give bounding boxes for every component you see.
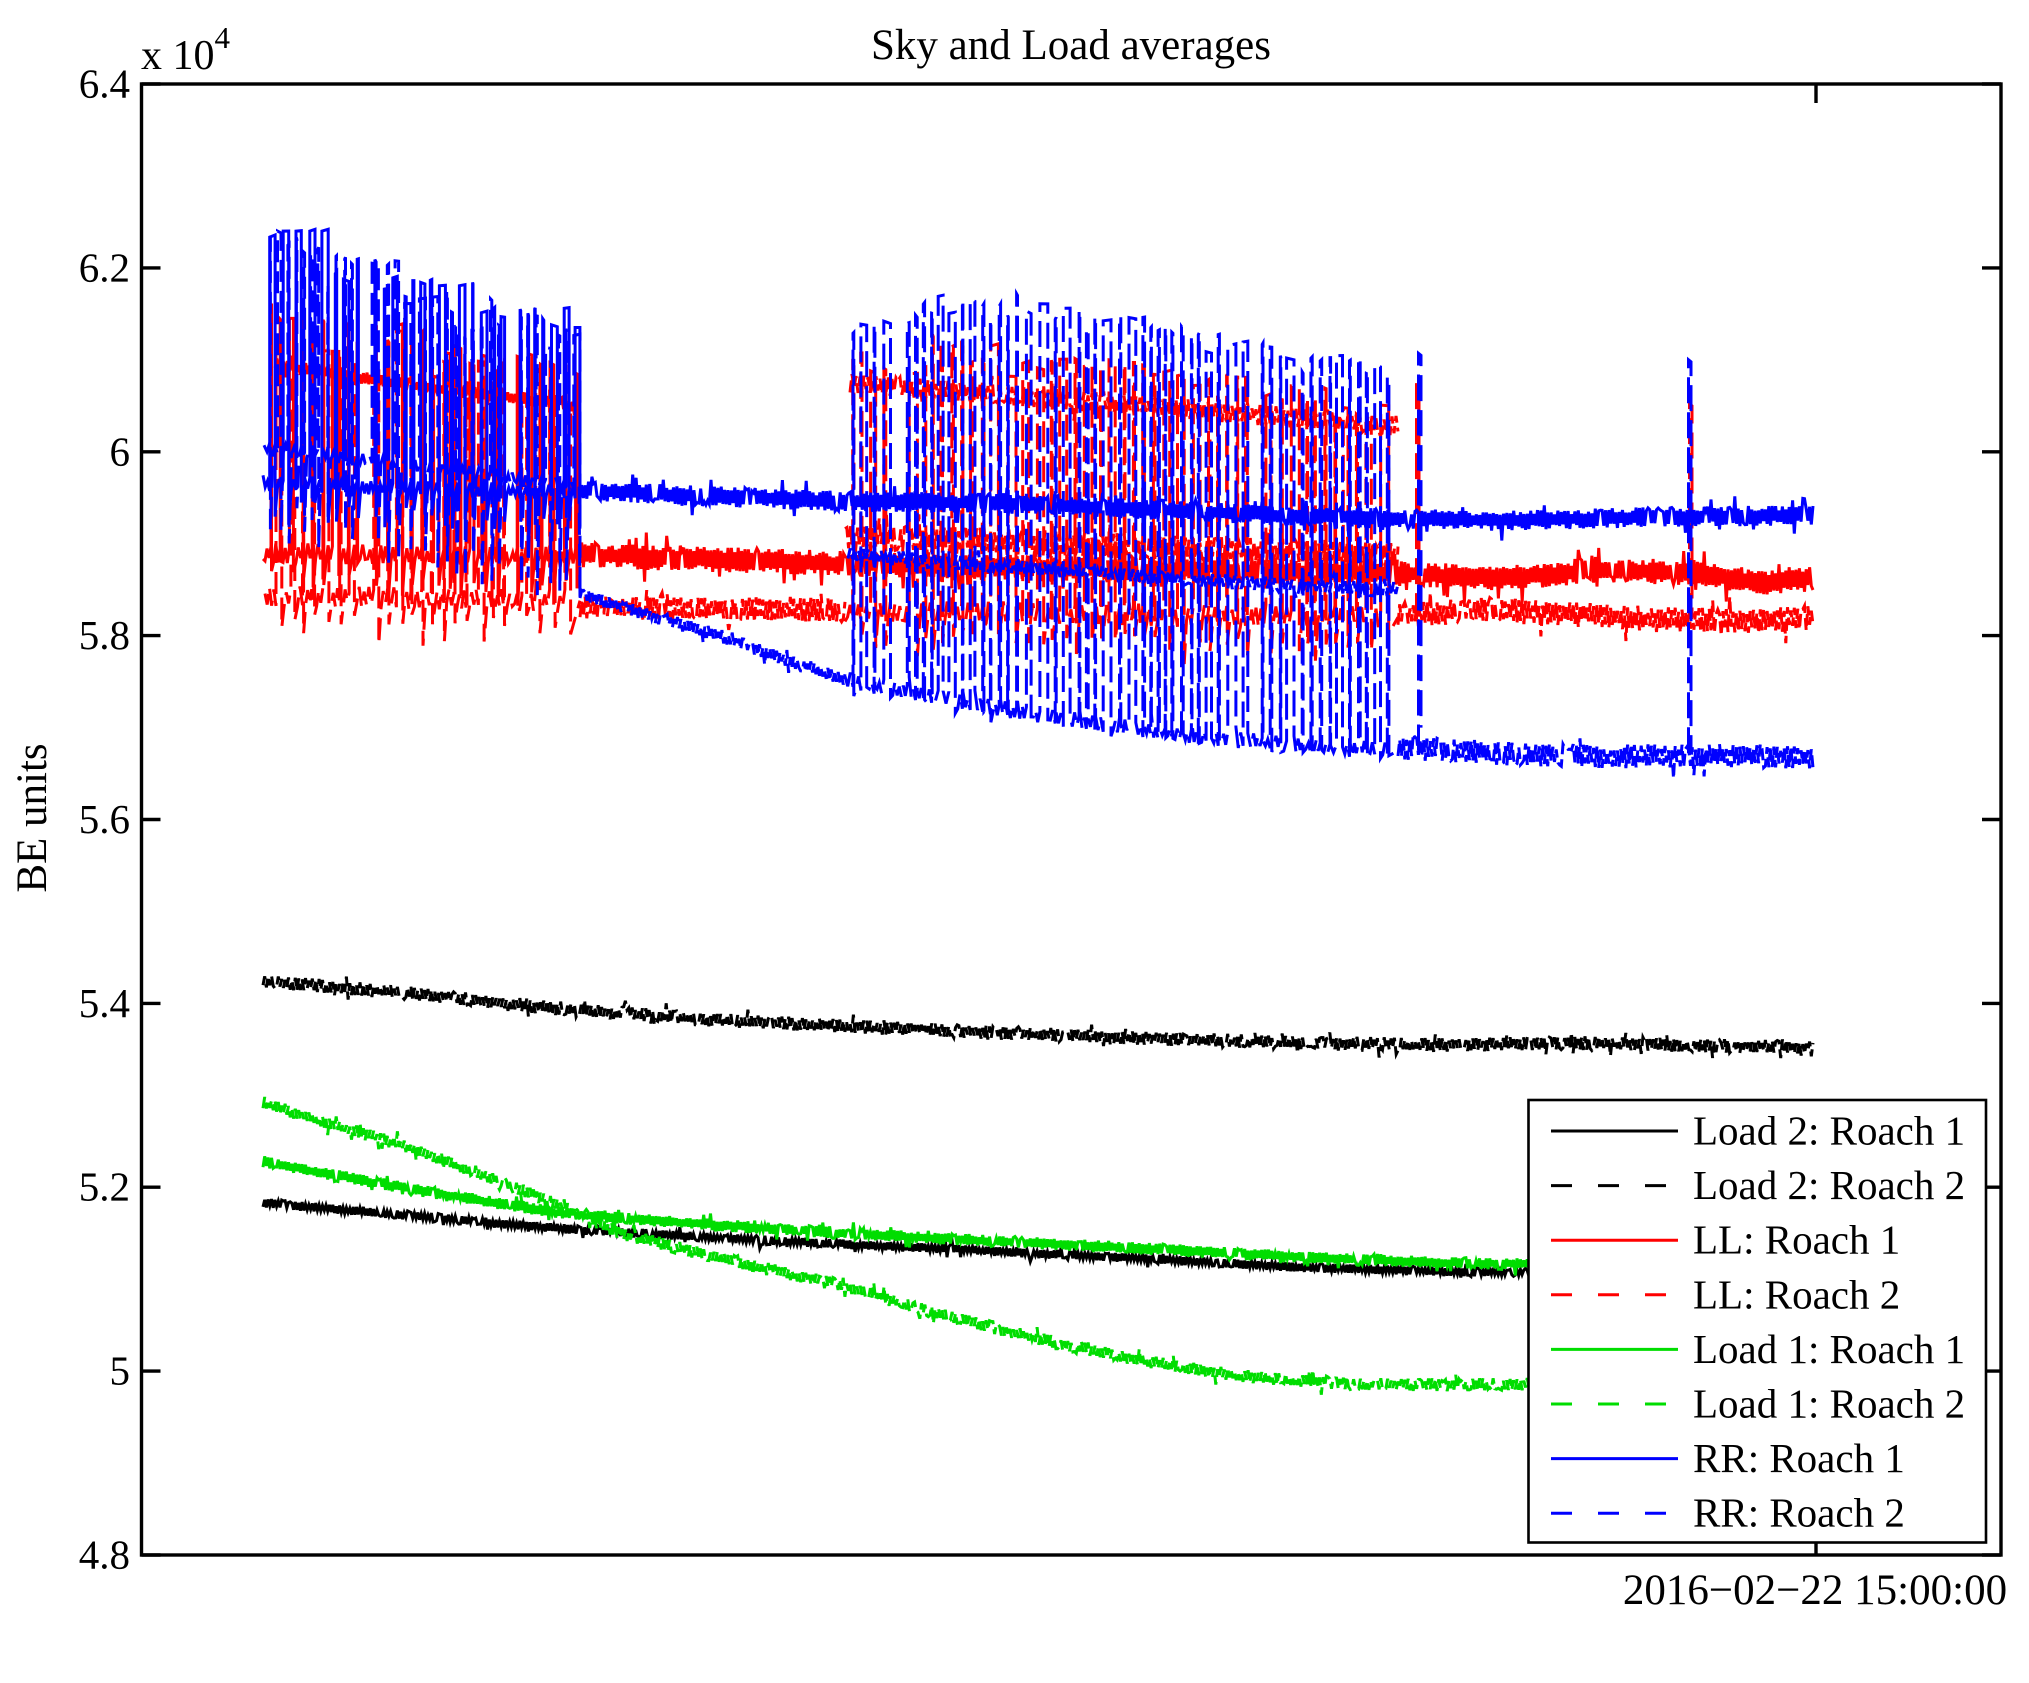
svg-text:5.8: 5.8 <box>79 612 130 658</box>
svg-text:LL: Roach 2: LL: Roach 2 <box>1693 1271 1900 1317</box>
svg-text:Load 1: Roach 2: Load 1: Roach 2 <box>1693 1381 1965 1427</box>
svg-text:6.2: 6.2 <box>79 244 130 290</box>
svg-text:RR: Roach 2: RR: Roach 2 <box>1693 1490 1905 1536</box>
svg-text:Load 1: Roach 1: Load 1: Roach 1 <box>1693 1326 1965 1372</box>
svg-text:4.8: 4.8 <box>79 1532 130 1578</box>
svg-text:6.4: 6.4 <box>79 61 130 107</box>
svg-text:BE units: BE units <box>9 743 56 892</box>
svg-text:Sky and Load averages: Sky and Load averages <box>871 22 1271 69</box>
svg-text:LL: Roach 1: LL: Roach 1 <box>1693 1217 1900 1263</box>
svg-text:5: 5 <box>110 1348 131 1394</box>
svg-text:RR: Roach 1: RR: Roach 1 <box>1693 1435 1905 1481</box>
svg-text:5.4: 5.4 <box>79 980 130 1026</box>
svg-text:Load 2: Roach 1: Load 2: Roach 1 <box>1693 1108 1965 1154</box>
svg-text:6: 6 <box>110 428 131 474</box>
svg-text:5.6: 5.6 <box>79 796 130 842</box>
svg-text:5.2: 5.2 <box>79 1164 130 1210</box>
svg-text:Load 2: Roach 2: Load 2: Roach 2 <box>1693 1162 1965 1208</box>
svg-text:2016−02−22 15:00:00: 2016−02−22 15:00:00 <box>1623 1567 2007 1614</box>
